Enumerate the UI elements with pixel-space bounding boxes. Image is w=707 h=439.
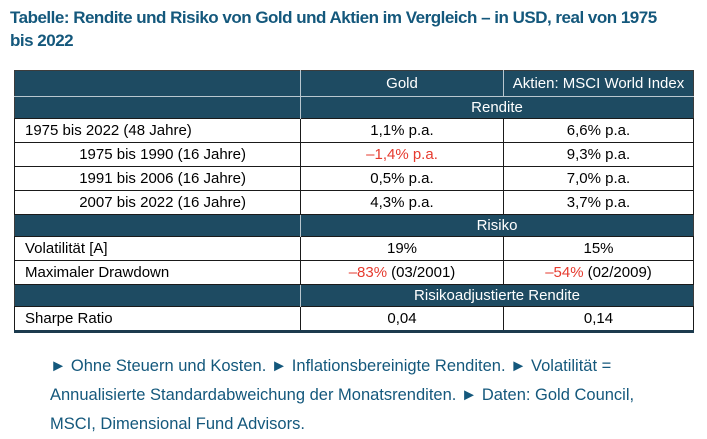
section-empty-cell <box>14 96 301 119</box>
gold-value: –1,4% p.a. <box>300 142 504 167</box>
aktien-value: 3,7% p.a. <box>503 190 694 215</box>
row-label: Sharpe Ratio <box>14 306 301 332</box>
aktien-value: 6,6% p.a. <box>503 118 694 143</box>
aktien-value: –54% (02/2009) <box>503 260 694 285</box>
gold-value: 0,5% p.a. <box>300 166 504 191</box>
gold-value: 19% <box>300 236 504 261</box>
gold-value: 4,3% p.a. <box>300 190 504 215</box>
section-header-risikoadjustiert: Risikoadjustierte Rendite <box>300 284 694 307</box>
section-empty-cell <box>14 284 301 307</box>
gold-vs-aktien-table: Gold Aktien: MSCI World Index Rendite 19… <box>14 70 694 333</box>
negative-drawdown-value: –54% <box>545 264 584 281</box>
table-header-row: Gold Aktien: MSCI World Index <box>14 70 694 97</box>
footnote-text: ► Ohne Steuern und Kosten. ► Inflationsb… <box>50 357 635 433</box>
aktien-value: 9,3% p.a. <box>503 142 694 167</box>
row-label: 1975 bis 2022 (48 Jahre) <box>14 118 301 143</box>
section-header-risiko: Risiko <box>300 214 694 237</box>
table-row: 1975 bis 2022 (48 Jahre) 1,1% p.a. 6,6% … <box>14 118 694 143</box>
empty-corner-cell <box>14 70 301 97</box>
aktien-value: 0,14 <box>503 306 694 332</box>
table-row: 1975 bis 1990 (16 Jahre) –1,4% p.a. 9,3%… <box>14 142 694 167</box>
table-row: Volatilität [A] 19% 15% <box>14 236 694 261</box>
table-row: 2007 bis 2022 (16 Jahre) 4,3% p.a. 3,7% … <box>14 190 694 215</box>
negative-return-value: –1,4% p.a. <box>366 146 438 163</box>
column-header-aktien: Aktien: MSCI World Index <box>503 70 694 97</box>
gold-value: 0,04 <box>300 306 504 332</box>
aktien-value: 7,0% p.a. <box>503 166 694 191</box>
section-header-risiko-row: Risiko <box>14 214 694 237</box>
column-header-gold: Gold <box>300 70 504 97</box>
gold-value: 1,1% p.a. <box>300 118 504 143</box>
section-header-rendite-row: Rendite <box>14 96 694 119</box>
row-label: 1975 bis 1990 (16 Jahre) <box>14 142 301 167</box>
table-row: Sharpe Ratio 0,04 0,14 <box>14 306 694 332</box>
figure-title: Tabelle: Rendite und Risiko von Gold und… <box>10 8 657 50</box>
table-row: Maximaler Drawdown –83% (03/2001) –54% (02… <box>14 260 694 285</box>
row-label: 1991 bis 2006 (16 Jahre) <box>14 166 301 191</box>
drawdown-date: (03/2001) <box>391 264 456 281</box>
drawdown-date: (02/2009) <box>587 264 652 281</box>
section-empty-cell <box>14 214 301 237</box>
row-label: 2007 bis 2022 (16 Jahre) <box>14 190 301 215</box>
negative-drawdown-value: –83% <box>348 264 388 281</box>
table-body: Gold Aktien: MSCI World Index Rendite 19… <box>14 70 694 332</box>
aktien-value: 15% <box>503 236 694 261</box>
row-label: Maximaler Drawdown <box>14 260 301 285</box>
section-header-risikoadjustiert-row: Risikoadjustierte Rendite <box>14 284 694 307</box>
row-label: Volatilität [A] <box>14 236 301 261</box>
gold-value: –83% (03/2001) <box>300 260 504 285</box>
table-row: 1991 bis 2006 (16 Jahre) 0,5% p.a. 7,0% … <box>14 166 694 191</box>
section-header-rendite: Rendite <box>300 96 694 119</box>
